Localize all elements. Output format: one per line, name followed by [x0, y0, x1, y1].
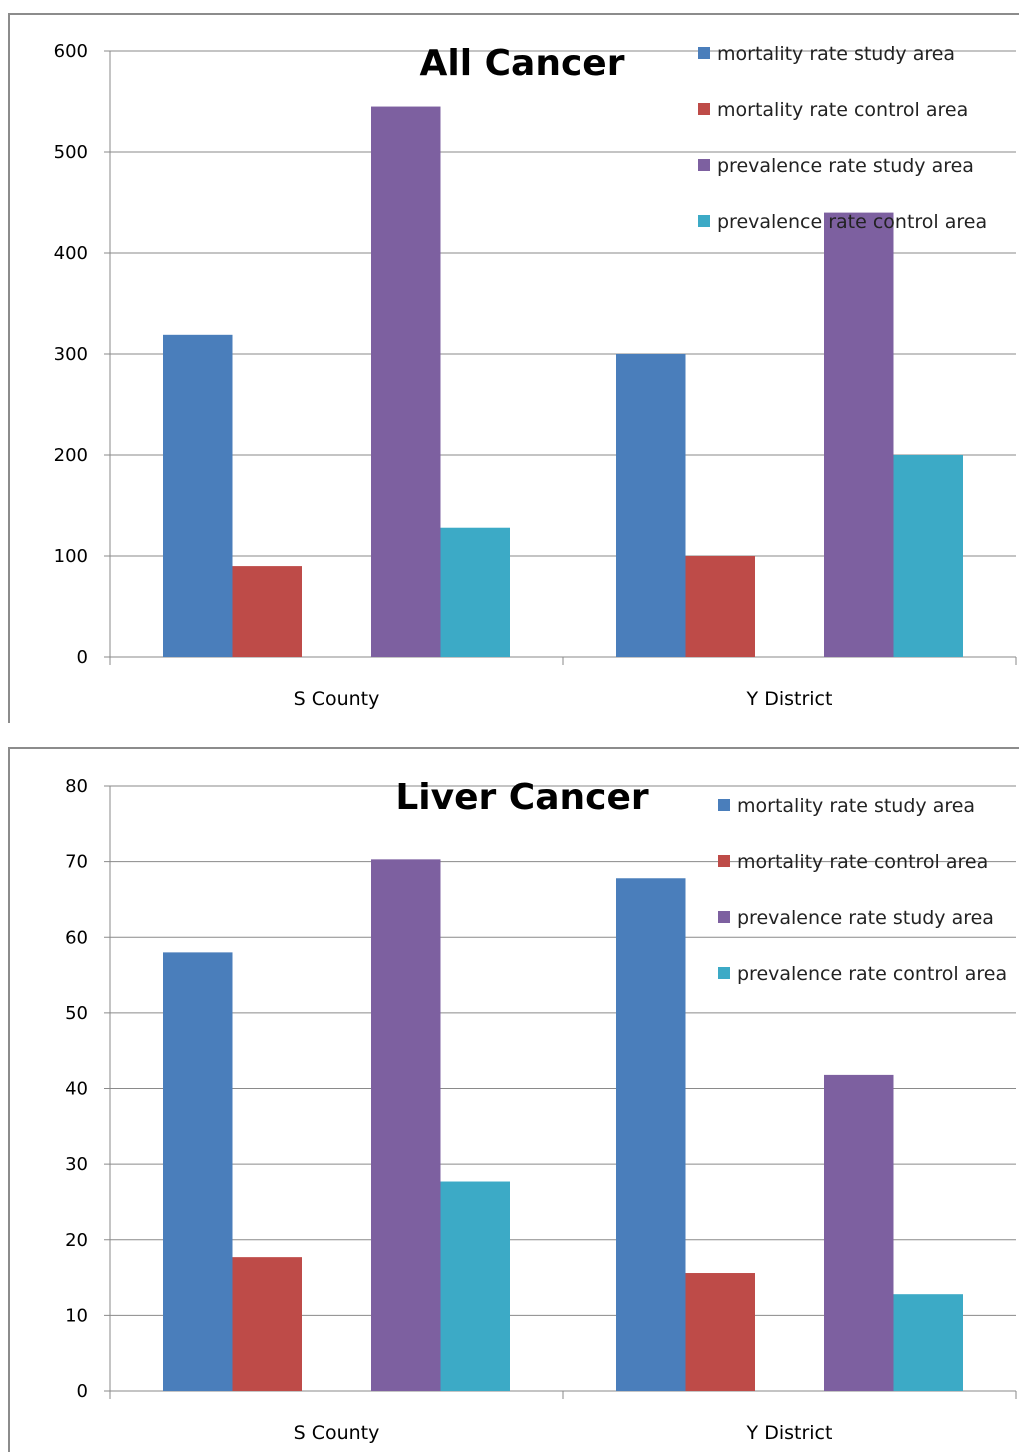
bar: [232, 566, 302, 657]
category-label: Y District: [746, 1422, 833, 1444]
category-label: S County: [294, 1422, 380, 1444]
legend-label: mortality rate study area: [717, 43, 955, 65]
y-tick-label: 400: [54, 243, 88, 264]
y-tick-label: 100: [54, 546, 88, 567]
bar: [163, 952, 233, 1391]
y-tick-label: 300: [54, 344, 88, 365]
bar: [371, 106, 441, 658]
legend-swatch: [718, 967, 730, 979]
bar: [824, 212, 894, 657]
legend-swatch: [698, 103, 710, 115]
bar: [685, 556, 755, 657]
legend-label: mortality rate control area: [717, 99, 968, 121]
y-tick-label: 200: [54, 445, 88, 466]
legend-swatch: [698, 215, 710, 227]
legend-swatch: [718, 855, 730, 867]
chart-panel-liver-cancer: 0 10 20 30 40 50 60 70 80 S County Y District Liver…: [8, 747, 1019, 1452]
legend-label: mortality rate study area: [737, 795, 975, 817]
category-label: Y District: [746, 688, 833, 710]
bar: [616, 354, 686, 657]
bar: [163, 334, 233, 657]
legend-label: mortality rate control area: [737, 851, 988, 873]
legend-label: prevalence rate control area: [737, 963, 1007, 985]
y-tick-label: 30: [65, 1154, 88, 1175]
chart-liver-cancer: 0 10 20 30 40 50 60 70 80 S County Y District Liver…: [65, 776, 1017, 1444]
bar: [685, 1273, 755, 1391]
y-tick-label: 600: [54, 41, 88, 62]
legend-swatch: [698, 47, 710, 59]
bar: [371, 859, 441, 1391]
legend-swatch: [718, 911, 730, 923]
y-tick-label: 10: [65, 1305, 88, 1326]
bar: [616, 878, 686, 1391]
y-tick-label: 0: [77, 647, 88, 668]
y-tick-label: 80: [65, 776, 88, 797]
y-tick-label: 500: [54, 142, 88, 163]
legend-label: prevalence rate study area: [737, 907, 994, 929]
bar: [440, 527, 510, 657]
bar: [824, 1074, 894, 1391]
chart-all-cancer: 0 100 200 300 400 500 600 S County Y District All…: [54, 41, 1017, 710]
y-tick-label: 40: [65, 1079, 88, 1100]
bar: [893, 455, 963, 657]
y-tick-label: 20: [65, 1230, 88, 1251]
legend-label: prevalence rate study area: [717, 155, 974, 177]
chart-panel-all-cancer: 0 100 200 300 400 500 600 S County Y District All…: [8, 13, 1019, 723]
legend-swatch: [698, 159, 710, 171]
y-tick-label: 50: [65, 1003, 88, 1024]
y-tick-label: 60: [65, 927, 88, 948]
y-tick-label: 70: [65, 852, 88, 873]
bar: [440, 1181, 510, 1391]
chart-title: Liver Cancer: [395, 777, 649, 818]
legend-label: prevalence rate control area: [717, 211, 987, 233]
bar: [232, 1257, 302, 1391]
chart-title: All Cancer: [420, 43, 625, 84]
legend-swatch: [718, 799, 730, 811]
y-tick-label: 0: [77, 1381, 88, 1402]
category-label: S County: [294, 688, 380, 710]
bar: [893, 1294, 963, 1391]
